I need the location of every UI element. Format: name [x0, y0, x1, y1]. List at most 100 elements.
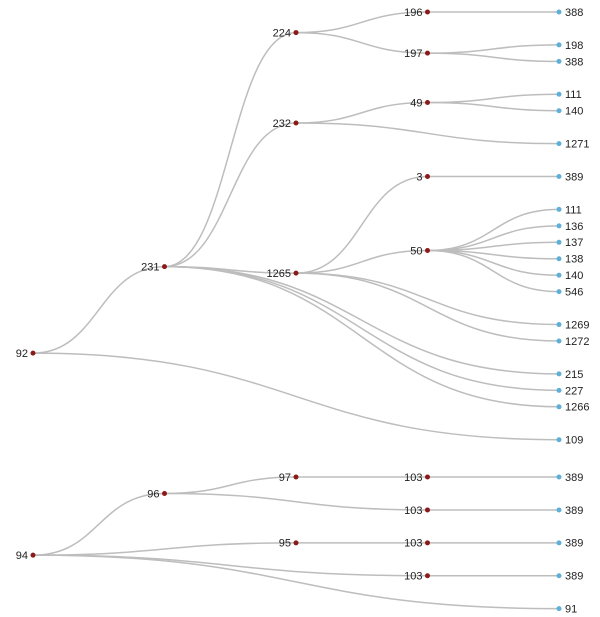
internal-node [293, 270, 299, 276]
node-label: 232 [273, 118, 291, 130]
link [427, 93, 560, 104]
node-label: 388 [565, 7, 583, 19]
link [295, 11, 428, 34]
link [32, 492, 165, 556]
node-label: 389 [565, 571, 583, 583]
leaf-node [556, 141, 562, 147]
internal-node [293, 120, 299, 126]
link [295, 101, 428, 124]
node-label: 389 [565, 538, 583, 550]
node-label: 111 [565, 89, 582, 101]
internal-node [425, 9, 430, 15]
leaf-node [556, 42, 562, 48]
node-label: 103 [404, 571, 422, 583]
leaf-node [556, 206, 562, 212]
node-label: 198 [565, 40, 583, 52]
link [32, 542, 297, 556]
link [295, 175, 428, 274]
internal-node [425, 174, 430, 179]
node-label: 196 [404, 7, 422, 19]
node-label: 103 [404, 472, 422, 484]
nodes: 388 196 198 388 197 224 111 140 49 1271 232 389 3 111… [16, 7, 590, 616]
leaf-node [556, 289, 562, 295]
link [427, 44, 560, 54]
node-label: 92 [16, 348, 28, 360]
internal-node [425, 99, 430, 105]
link [32, 554, 560, 610]
leaf-node [556, 338, 562, 344]
node-label: 1269 [565, 319, 589, 331]
leaf-node [556, 573, 562, 579]
internal-node [293, 474, 299, 480]
node-label: 1266 [565, 402, 589, 414]
internal-node [293, 540, 299, 546]
link [295, 249, 428, 274]
node-label: 49 [410, 97, 422, 109]
link [164, 265, 560, 375]
link [164, 476, 297, 495]
node-label: 136 [565, 221, 583, 233]
link [32, 352, 560, 441]
link [295, 272, 560, 326]
node-label: 389 [565, 472, 583, 484]
leaf-node [556, 272, 562, 278]
node-label: 231 [141, 262, 159, 274]
link [427, 208, 560, 252]
link [32, 265, 165, 354]
link [32, 554, 428, 577]
leaf-node [556, 58, 562, 64]
node-label: 94 [16, 550, 28, 562]
node-label: 138 [565, 254, 583, 266]
leaf-node [556, 507, 562, 513]
links [32, 11, 560, 610]
node-label: 3 [416, 171, 422, 183]
node-label: 140 [565, 106, 583, 118]
internal-node [425, 474, 430, 480]
leaf-node [556, 256, 562, 262]
node-label: 227 [565, 385, 583, 397]
link [295, 272, 560, 342]
leaf-node [556, 223, 562, 229]
internal-node [425, 540, 430, 546]
node-label: 95 [279, 538, 291, 550]
link [427, 101, 560, 112]
internal-node [425, 507, 430, 513]
node-label: 1271 [565, 139, 589, 151]
leaf-node [556, 371, 562, 377]
leaf-node [556, 91, 562, 97]
node-label: 91 [565, 604, 577, 616]
node-label: 140 [565, 270, 583, 282]
node-label: 103 [404, 538, 422, 550]
node-label: 97 [279, 472, 291, 484]
internal-node [162, 490, 167, 496]
node-label: 137 [565, 237, 583, 249]
internal-node [30, 350, 36, 356]
leaf-node [556, 474, 562, 480]
link [427, 52, 560, 63]
node-label: 109 [565, 435, 583, 447]
node-label: 388 [565, 56, 583, 68]
node-label: 111 [565, 204, 582, 216]
internal-node [425, 573, 430, 579]
node-label: 1272 [565, 336, 589, 348]
leaf-node [556, 606, 562, 612]
link [164, 492, 428, 511]
internal-node [293, 30, 299, 36]
leaf-node [556, 404, 562, 410]
leaf-node [556, 387, 562, 393]
internal-node [425, 248, 430, 254]
internal-node [30, 552, 36, 558]
link [295, 122, 560, 145]
node-label: 103 [404, 505, 422, 517]
node-label: 224 [273, 27, 291, 39]
leaf-node [556, 437, 562, 443]
leaf-node [556, 9, 562, 15]
node-label: 215 [565, 369, 583, 381]
leaf-node [556, 540, 562, 546]
link [164, 122, 297, 268]
leaf-node [556, 322, 562, 328]
internal-node [425, 50, 430, 56]
leaf-node [556, 174, 562, 179]
internal-node [162, 264, 167, 270]
